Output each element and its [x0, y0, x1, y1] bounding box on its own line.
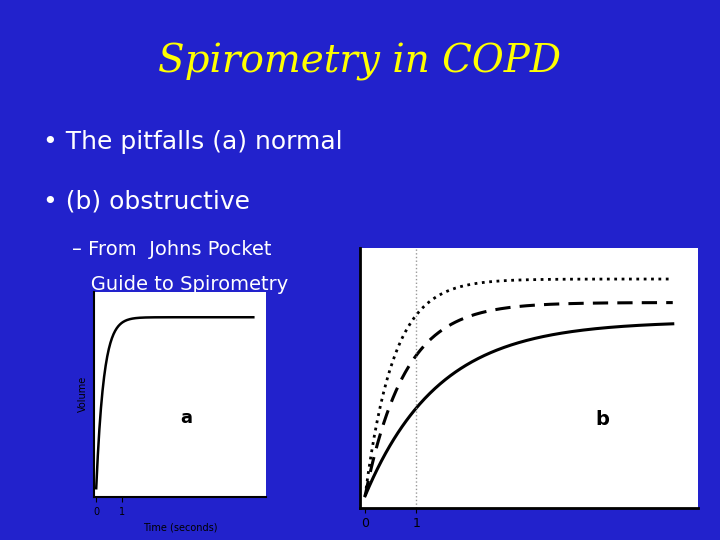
Text: • (b) obstructive: • (b) obstructive	[43, 189, 251, 213]
Text: • The pitfalls (a) normal: • The pitfalls (a) normal	[43, 130, 343, 153]
Text: Spirometry in COPD: Spirometry in COPD	[158, 43, 562, 81]
Text: Guide to Spirometry: Guide to Spirometry	[72, 275, 288, 294]
Y-axis label: Volume: Volume	[78, 376, 88, 413]
X-axis label: Time (seconds): Time (seconds)	[143, 522, 217, 532]
Text: a: a	[180, 409, 192, 427]
Text: – From  Johns Pocket: – From Johns Pocket	[72, 240, 271, 259]
Text: b: b	[596, 410, 610, 429]
